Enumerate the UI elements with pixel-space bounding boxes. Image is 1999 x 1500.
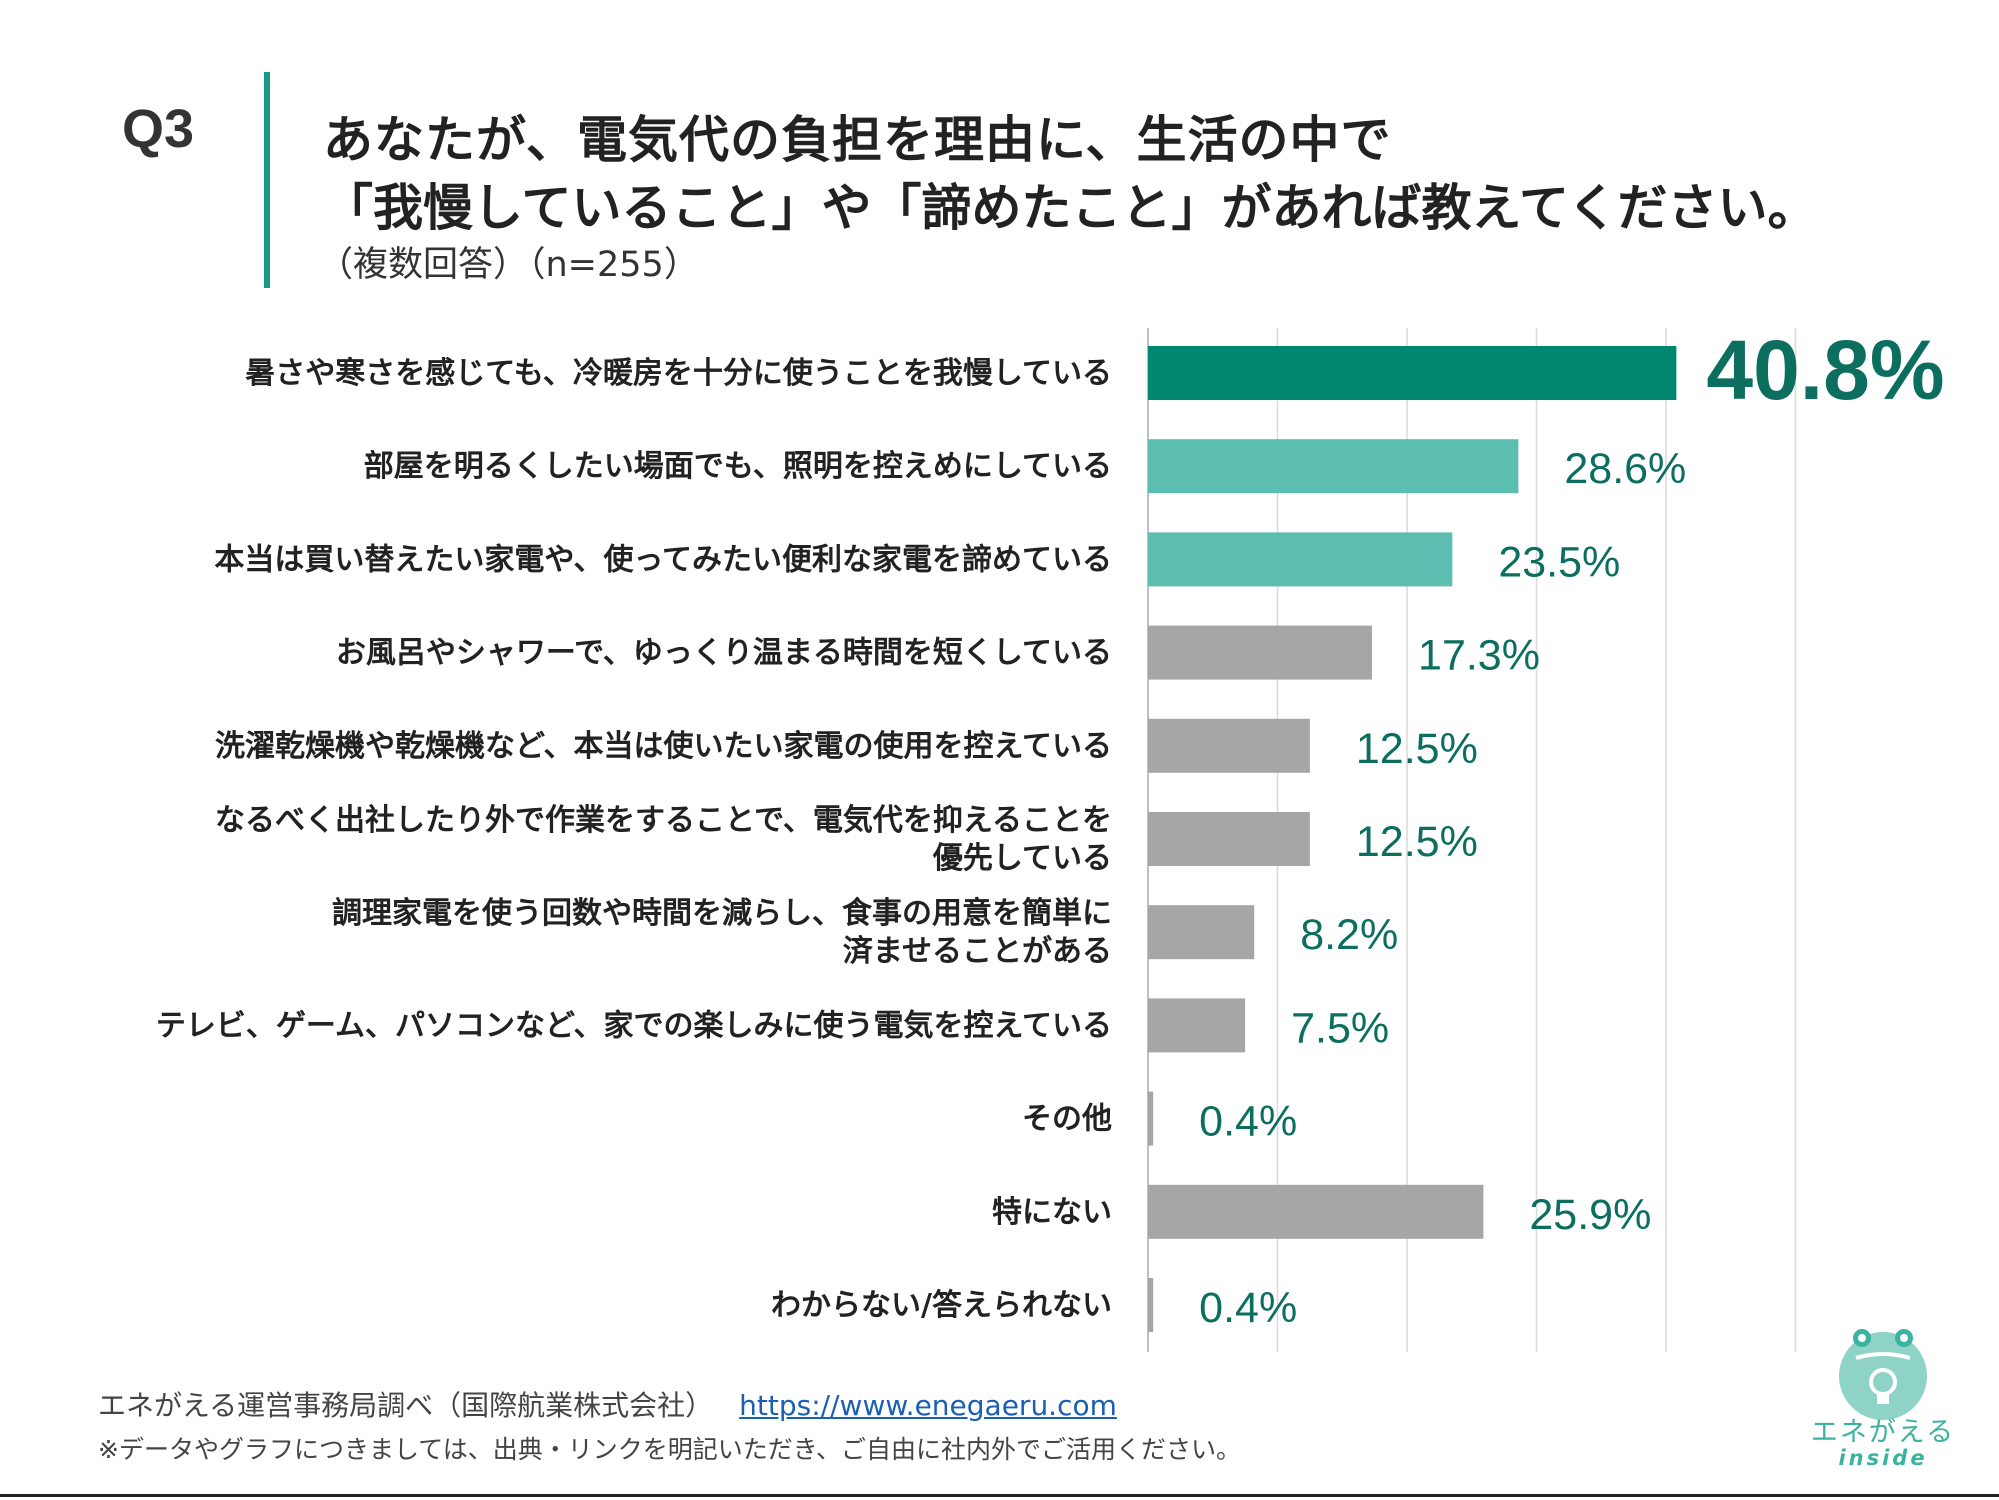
bar: [1148, 812, 1310, 866]
data-label: 28.6%: [1564, 445, 1686, 493]
bar: [1148, 439, 1519, 494]
category-label: 部屋を明るくしたい場面でも、照明を控えめにしている: [364, 449, 1112, 484]
category-label: テレビ、ゲーム、パソコンなど、家での楽しみに使う電気を控えている: [156, 1008, 1112, 1043]
data-label: 12.5%: [1356, 818, 1478, 866]
category-label: なるべく出社したり外で作業をすることで、電気代を抑えることを: [215, 803, 1112, 838]
category-label: 済ませることがある: [843, 934, 1112, 969]
bar: [1148, 1091, 1154, 1146]
category-label: わからない/答えられない: [771, 1288, 1112, 1323]
category-label: 本当は買い替えたい家電や、使ってみたい便利な家電を諦めている: [214, 542, 1112, 577]
bar: [1148, 532, 1453, 587]
category-label: その他: [1022, 1102, 1112, 1137]
logo-name: エネがえる: [1810, 1417, 1956, 1448]
bar: [1148, 1184, 1484, 1239]
bar: [1148, 718, 1310, 773]
bar: [1148, 1278, 1154, 1332]
question-number: Q3: [122, 99, 195, 159]
category-label: 調理家電を使う回数や時間を減らし、食事の用意を簡単に: [332, 896, 1112, 931]
data-label: 0.4%: [1199, 1098, 1297, 1146]
enegaeru-logo-icon: [1839, 1329, 1927, 1420]
category-label: お風呂やシャワーで、ゆっくり温まる時間を短くしている: [336, 636, 1112, 671]
bar: [1148, 625, 1373, 680]
source-line: エネがえる運営事務局調べ（国際航業株式会社） https://www.enegae…: [98, 1384, 1117, 1424]
bottom-rule: [0, 1494, 1999, 1497]
data-label: 25.9%: [1529, 1191, 1651, 1239]
category-label: 暑さや寒さを感じても、冷暖房を十分に使うことを我慢している: [245, 356, 1112, 391]
data-label: 0.4%: [1199, 1284, 1297, 1332]
chart-title-line-2: 「我慢していること」や「諦めたこと」があれば教えてください。: [323, 179, 1818, 237]
logo-sub: inside: [1838, 1446, 1928, 1470]
category-label: 洗濯乾燥機や乾燥機など、本当は使いたい家電の使用を控えている: [215, 729, 1112, 764]
source-link[interactable]: https://www.enegaeru.com: [739, 1389, 1117, 1422]
chart-title-line-1: あなたが、電気代の負担を理由に、生活の中で: [323, 111, 1392, 169]
bar-chart: 40.8% 暑さや寒さを感じても、冷暖房を十分に使うことを我慢している 28.6% 部…: [156, 323, 1945, 1352]
source-text: エネがえる運営事務局調べ（国際航業株式会社）: [98, 1389, 714, 1422]
category-label: 特にない: [992, 1195, 1112, 1230]
category-label: 優先している: [932, 841, 1112, 876]
data-label: 7.5%: [1291, 1004, 1389, 1052]
usage-note: ※データやグラフにつきましては、出典・リンクを明記いただき、ご自由に社内外でご活…: [98, 1435, 1241, 1464]
chart-subtitle: （複数回答）（n=255）: [318, 245, 699, 285]
data-label: 40.8%: [1706, 323, 1944, 417]
bar: [1148, 905, 1255, 960]
bar: [1148, 346, 1677, 400]
bar: [1148, 998, 1246, 1053]
title-accent-rule: [264, 72, 270, 288]
data-label: 12.5%: [1356, 725, 1478, 773]
data-label: 23.5%: [1498, 538, 1620, 586]
data-label: 17.3%: [1418, 632, 1540, 680]
data-label: 8.2%: [1300, 911, 1398, 959]
